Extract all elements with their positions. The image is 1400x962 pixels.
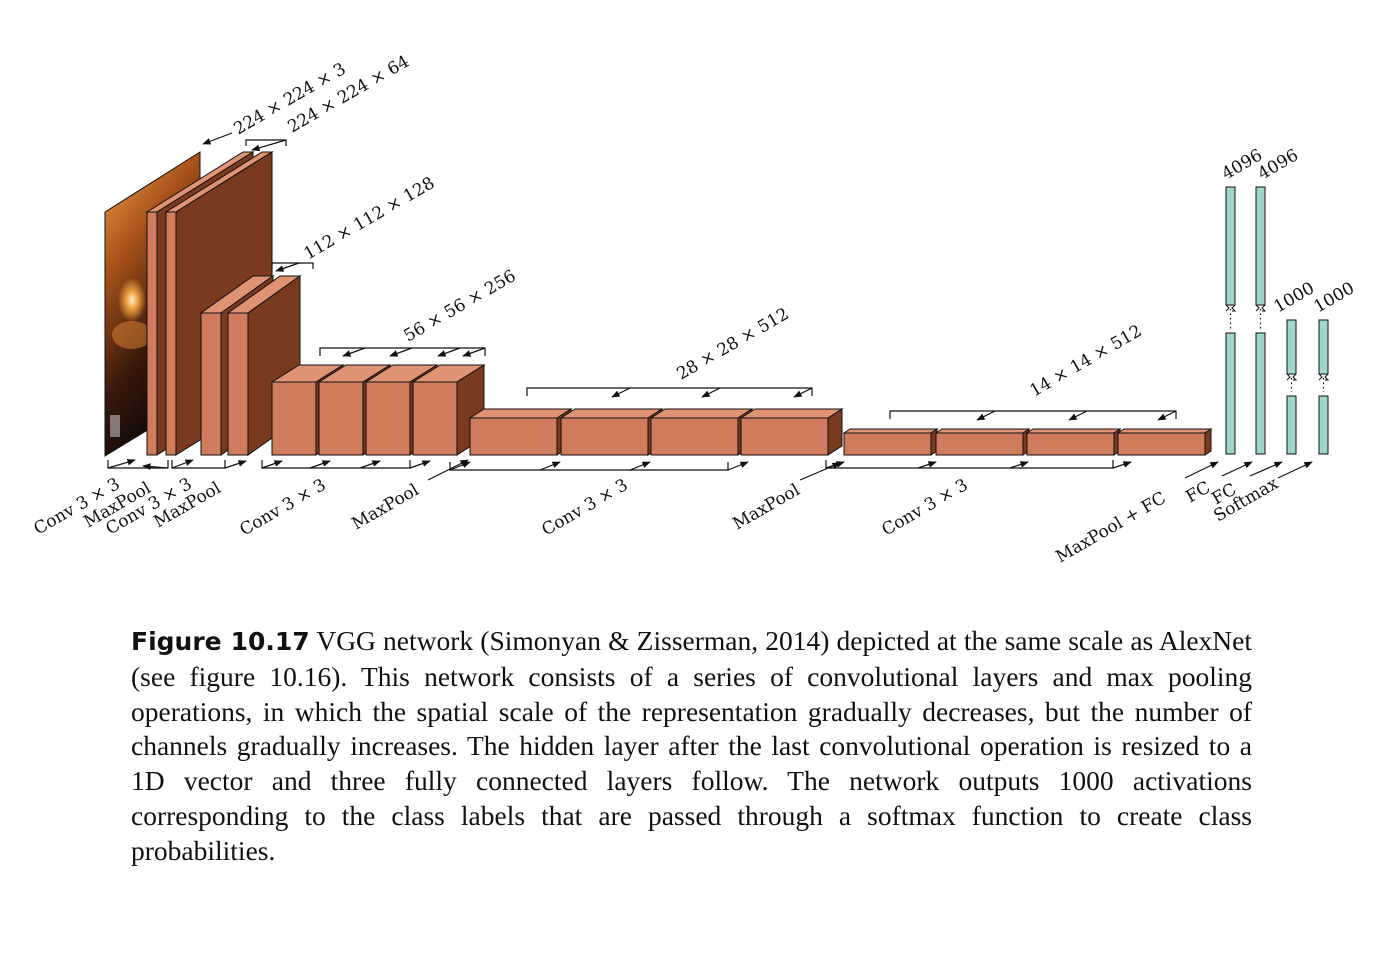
fc-bar-1000-b — [1318, 319, 1330, 455]
fc-label-4096-b: 4096 — [1255, 145, 1302, 184]
op-label-conv-5: Conv 3 × 3 — [879, 475, 972, 540]
arrow-dim-56-1 — [389, 347, 413, 357]
vgg-network-diagram: 224 × 224 × 3 224 × 224 × 64 112 × 112 ×… — [31, 52, 1358, 568]
arrow-op-conv5-2 — [1009, 461, 1029, 469]
arrow-dim-28-1 — [701, 387, 721, 398]
conv-block-4c — [649, 408, 754, 456]
arrow-op-pool2 — [224, 460, 247, 469]
arrow-op-conv1 — [107, 458, 136, 469]
op-label-conv-4: Conv 3 × 3 — [539, 475, 632, 540]
arrow-dim-56-2 — [437, 347, 461, 357]
shape-label-28x28x512: 28 × 28 × 512 — [674, 304, 793, 384]
bracket-op-conv3 — [261, 460, 411, 469]
op-label-maxpool-fc: MaxPool + FC — [1053, 488, 1170, 567]
arrow-op-pool3 — [427, 459, 469, 481]
arrow-op-conv3-2 — [359, 460, 381, 469]
arrow-op-conv4-2 — [629, 461, 651, 471]
arrow-op-conv5-1 — [917, 461, 937, 469]
shape-label-56x56x256: 56 × 56 × 256 — [401, 266, 520, 346]
arrow-op-conv3-1 — [309, 460, 331, 469]
arrow-op-softmax — [1277, 461, 1313, 479]
arrow-op-conv4-1 — [539, 461, 561, 471]
shape-label-14x14x512: 14 × 14 × 512 — [1027, 321, 1146, 401]
fc-bar-1000-a — [1286, 319, 1298, 455]
op-label-maxpool-4: MaxPool — [730, 480, 804, 534]
fc-layers — [1225, 186, 1330, 455]
arrow-op-conv5-3 — [1112, 461, 1132, 469]
arrow-dim-112x112x128 — [275, 262, 300, 272]
arrow-op-pool1a — [142, 463, 169, 470]
arrow-op-conv5-0 — [825, 461, 845, 469]
arrow-dim-14-1 — [1068, 410, 1088, 421]
bracket-14x14x512 — [889, 410, 1177, 419]
arrow-dim-56-0 — [342, 347, 366, 357]
conv-block-5d — [1116, 428, 1213, 456]
bracket-28x28x512 — [526, 387, 813, 396]
op-label-maxpool-3: MaxPool — [349, 480, 423, 534]
arrow-dim-56-3 — [462, 347, 486, 357]
bracket-112x112x128 — [271, 262, 314, 269]
bracket-56x56x256 — [319, 347, 486, 356]
fc-label-1000-b: 1000 — [1311, 278, 1358, 317]
bracket-op-conv5 — [825, 460, 1114, 469]
bracket-224x224x64 — [245, 139, 287, 146]
arrow-dim-224x224x3 — [202, 132, 233, 145]
layer-blocks — [145, 151, 1213, 456]
bracket-op-conv4 — [449, 462, 729, 471]
conv-block-5c — [1025, 428, 1122, 456]
bracket-op-conv1 — [107, 460, 169, 469]
bracket-op-conv2 — [171, 460, 226, 469]
arrow-op-conv4-3 — [727, 461, 749, 471]
arrow-op-conv3-3 — [409, 460, 431, 469]
arrow-op-conv3-0 — [261, 460, 283, 469]
op-label-conv-3: Conv 3 × 3 — [237, 475, 330, 540]
arrow-op-conv4-0 — [449, 461, 471, 471]
fc-bar-4096-b — [1255, 186, 1267, 455]
conv-block-4d — [739, 408, 844, 456]
arrow-op-pool-fc — [1184, 461, 1219, 479]
shape-label-112x112x128: 112 × 112 × 128 — [301, 173, 439, 264]
conv-block-5b — [934, 428, 1031, 456]
arrow-op-conv2 — [171, 459, 194, 469]
fc-bar-4096-a — [1225, 186, 1237, 455]
arrow-dim-14-2 — [1157, 410, 1177, 421]
conv-block-4b — [559, 408, 664, 456]
arrow-op-fc-a — [1221, 461, 1253, 477]
caption-label: Figure 10.17 — [131, 627, 310, 656]
conv-block-4a — [468, 408, 573, 456]
dimension-arrows — [107, 132, 1313, 481]
arrow-dim-28-2 — [793, 387, 813, 398]
arrow-dim-224x224x64 — [251, 139, 287, 152]
conv-block-5a — [842, 428, 939, 456]
arrow-op-fc-b — [1249, 461, 1283, 477]
arrow-dim-14-0 — [976, 410, 996, 421]
fc-label-1000-a: 1000 — [1271, 278, 1318, 317]
caption-text: VGG network (Simonyan & Zisserman, 2014)… — [131, 625, 1253, 866]
figure-caption: Figure 10.17 VGG network (Simonyan & Zis… — [131, 624, 1252, 869]
arrow-dim-28-0 — [611, 387, 631, 398]
